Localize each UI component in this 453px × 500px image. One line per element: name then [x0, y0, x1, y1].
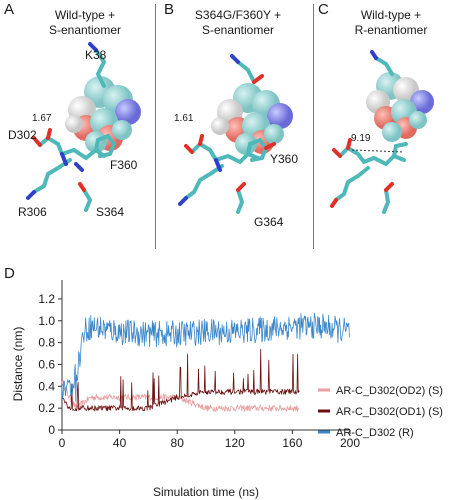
y-tick-label: 0 — [48, 423, 55, 437]
residue-label-s364: S364 — [96, 205, 125, 219]
panel-c-molecule-render — [330, 50, 434, 214]
x-tick-label: 40 — [113, 436, 127, 450]
y-tick-label: 0.8 — [38, 336, 55, 350]
y-tick-label: 0.2 — [38, 401, 55, 415]
x-axis-label: Simulation time (ns) — [153, 485, 259, 499]
distance-label-c: 9.19 — [351, 133, 371, 144]
legend-label: AR-C_D302(OD1) (S) — [336, 406, 443, 418]
distance-dashed-line-c — [351, 149, 405, 153]
residue-label-g364: G364 — [254, 215, 284, 229]
series-line-0 — [61, 379, 300, 412]
legend-label: AR-C_D302 (R) — [336, 427, 414, 439]
ligand-spacefill — [366, 72, 434, 142]
legend-label: AR-C_D302(OD2) (S) — [336, 385, 443, 397]
panel-letter-a: A — [4, 1, 15, 18]
panel-c-title-line1: Wild-type + — [360, 8, 422, 22]
chart-axes: 0 40 80 120 160 200 0 0.2 0.4 0.6 0.8 1.0 1.2 — [38, 280, 360, 450]
y-axis-label: Distance (nm) — [11, 327, 25, 402]
residue-label-f360: F360 — [110, 158, 138, 172]
x-tick-label: 120 — [225, 436, 245, 450]
chart-legend: AR-C_D302(OD2) (S) AR-C_D302(OD1) (S) AR-C… — [318, 385, 443, 439]
panel-b-title-line2: S-enantiomer — [201, 23, 275, 37]
panel-letter-b: B — [164, 1, 175, 18]
x-tick-label: 0 — [59, 436, 66, 450]
panel-divider-bc — [313, 4, 314, 249]
y-tick-label: 1.0 — [38, 314, 55, 328]
y-tick-label: 1.2 — [38, 292, 55, 306]
panel-letter-c: C — [318, 1, 329, 18]
panel-a-molecule-render — [26, 42, 141, 212]
panel-letter-d: D — [4, 265, 15, 282]
residue-label-y360: Y360 — [270, 152, 299, 166]
panel-b-title-line1: S364G/F360Y + — [194, 8, 282, 22]
panel-a-title-line1: Wild-type + — [54, 8, 116, 22]
series-line-1 — [62, 348, 300, 412]
panel-a-title-line2: S-enantiomer — [48, 23, 122, 37]
y-tick-label: 0.4 — [38, 379, 55, 393]
residue-label-d302: D302 — [8, 128, 37, 142]
x-tick-label: 80 — [171, 436, 185, 450]
series-line-2 — [61, 312, 350, 402]
x-tick-label: 200 — [340, 436, 360, 450]
residue-label-r306: R306 — [18, 205, 47, 219]
panel-b-molecule-render — [178, 54, 293, 214]
distance-line-chart: 0 40 80 120 160 200 0 0.2 0.4 0.6 0.8 1.0 1.2 AR-C_D… — [11, 280, 443, 499]
residue-sticks — [26, 42, 117, 212]
x-tick-label: 160 — [282, 436, 302, 450]
panel-c-title-line2: R-enantiomer — [354, 23, 428, 37]
residue-sticks — [330, 50, 408, 214]
distance-label-a: 1.67 — [32, 113, 52, 124]
panel-c-title: Wild-type + R-enantiomer — [336, 8, 446, 38]
residue-sticks — [178, 54, 276, 214]
distance-label-b: 1.61 — [174, 113, 194, 124]
panel-b-title: S364G/F360Y + S-enantiomer — [178, 8, 298, 38]
y-tick-label: 0.6 — [38, 357, 55, 371]
panel-a-title: Wild-type + S-enantiomer — [30, 8, 140, 38]
panel-divider-ab — [155, 4, 156, 249]
residue-label-k38: K38 — [85, 48, 107, 62]
chart-series — [61, 312, 350, 412]
